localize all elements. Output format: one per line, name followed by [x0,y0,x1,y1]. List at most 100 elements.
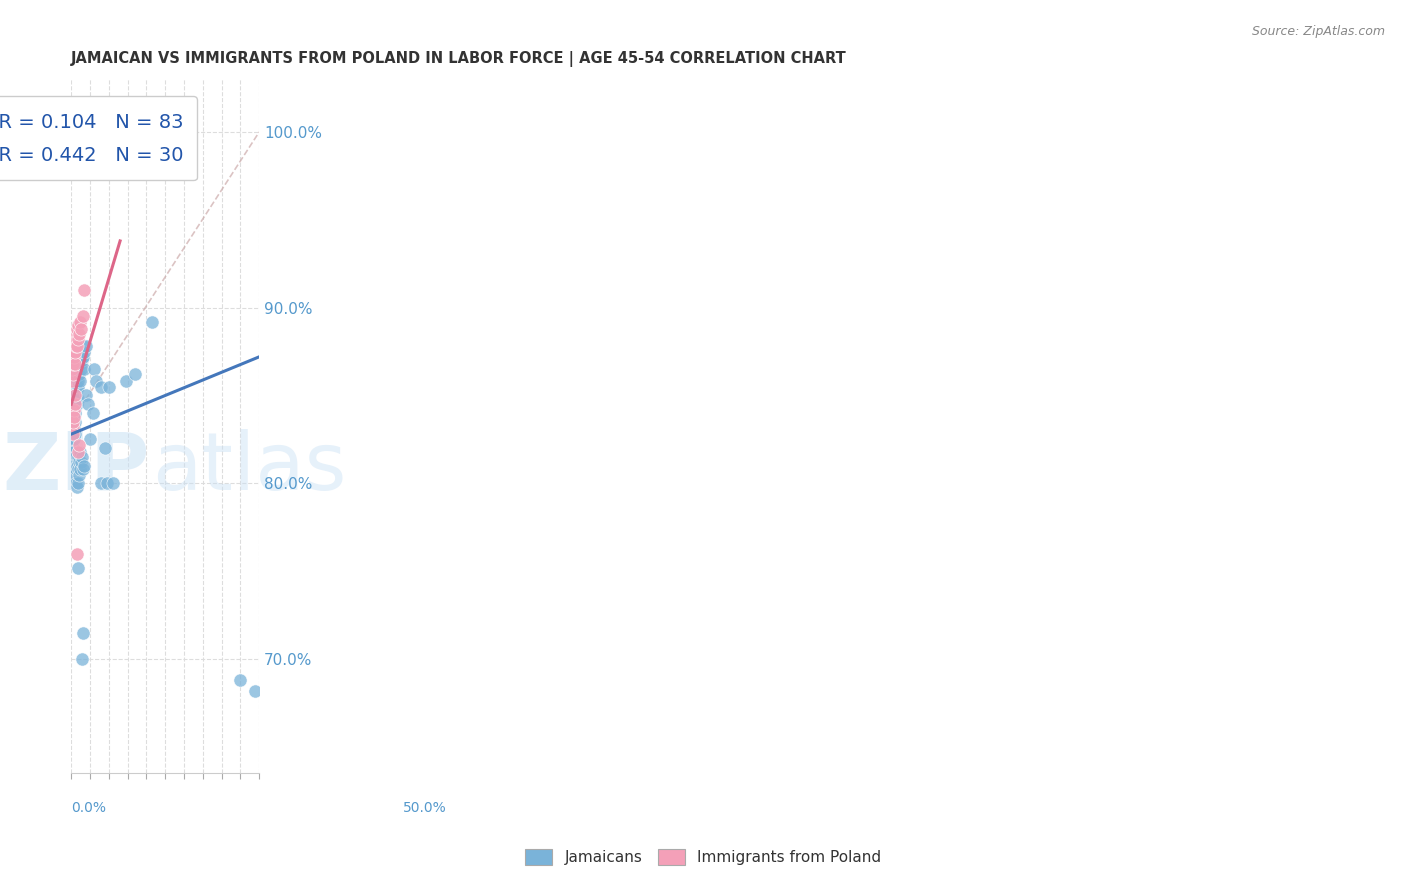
Point [63,388,86,402]
Point [60,433,83,447]
Point [65,368,87,382]
Point [60,427,83,442]
Point [65,380,87,394]
Point [67,326,90,341]
Point [66,375,89,389]
Point [63,397,86,411]
Point [65,332,87,346]
Point [63,339,86,353]
Point [72,458,94,473]
Point [62,431,84,445]
Point [66,339,89,353]
Point [63,350,86,364]
Point [90,380,112,394]
Point [70,350,93,364]
Point [66,371,89,385]
Point [69,353,91,368]
Point [67,368,90,382]
Point [72,310,94,324]
Point [72,625,94,640]
Point [67,467,90,482]
Point [101,476,124,491]
Point [69,375,91,389]
Point [75,339,97,353]
Point [65,406,87,420]
Point [70,353,93,368]
Point [63,427,86,442]
Point [69,357,91,371]
Point [84,375,107,389]
Point [65,344,87,359]
Point [83,362,105,376]
Point [62,424,84,438]
Point [70,652,93,666]
Text: atlas: atlas [152,429,346,507]
Point [60,437,83,451]
Point [66,380,89,394]
Point [229,673,252,687]
Point [66,368,89,382]
Point [67,362,90,376]
Point [94,441,117,455]
Text: JAMAICAN VS IMMIGRANTS FROM POLAND IN LABOR FORCE | AGE 45-54 CORRELATION CHART: JAMAICAN VS IMMIGRANTS FROM POLAND IN LA… [72,51,846,67]
Point [66,357,89,371]
Point [63,357,86,371]
Point [62,357,84,371]
Point [60,362,83,376]
Point [63,420,86,434]
Point [67,350,90,364]
Point [114,375,136,389]
Point [62,444,84,458]
Point [75,388,97,402]
Point [63,415,86,429]
Point [96,476,118,491]
Point [97,380,120,394]
Point [66,547,89,561]
Point [63,388,86,402]
Point [63,467,86,482]
Point [63,402,86,417]
Point [66,375,89,389]
Point [69,444,91,458]
Point [65,380,87,394]
Point [63,397,86,411]
Point [62,420,84,434]
Legend:   R = 0.104   N = 83,   R = 0.442   N = 30: R = 0.104 N = 83, R = 0.442 N = 30 [0,96,197,180]
Point [65,455,87,469]
Point [63,344,86,359]
Point [69,344,91,359]
Point [62,415,84,429]
Point [66,318,89,333]
Point [66,444,89,458]
Point [63,462,86,476]
Point [63,433,86,447]
Point [67,455,90,469]
Point [63,409,86,424]
Point [65,326,87,341]
Point [66,322,89,336]
Point [66,560,89,574]
Legend: Jamaicans, Immigrants from Poland: Jamaicans, Immigrants from Poland [519,843,887,871]
Text: 50.0%: 50.0% [404,801,447,814]
Point [63,455,86,469]
Point [66,450,89,464]
Point [66,353,89,368]
Point [67,437,90,451]
Point [69,455,91,469]
Point [90,476,112,491]
Text: Source: ZipAtlas.com: Source: ZipAtlas.com [1251,25,1385,38]
Point [69,322,91,336]
Point [62,368,84,382]
Point [65,392,87,406]
Point [67,392,90,406]
Point [65,384,87,399]
Point [73,344,96,359]
Point [77,397,100,411]
Point [69,315,91,329]
Point [63,409,86,424]
Point [69,462,91,476]
Point [70,362,93,376]
Point [65,339,87,353]
Point [72,339,94,353]
Point [67,476,90,491]
